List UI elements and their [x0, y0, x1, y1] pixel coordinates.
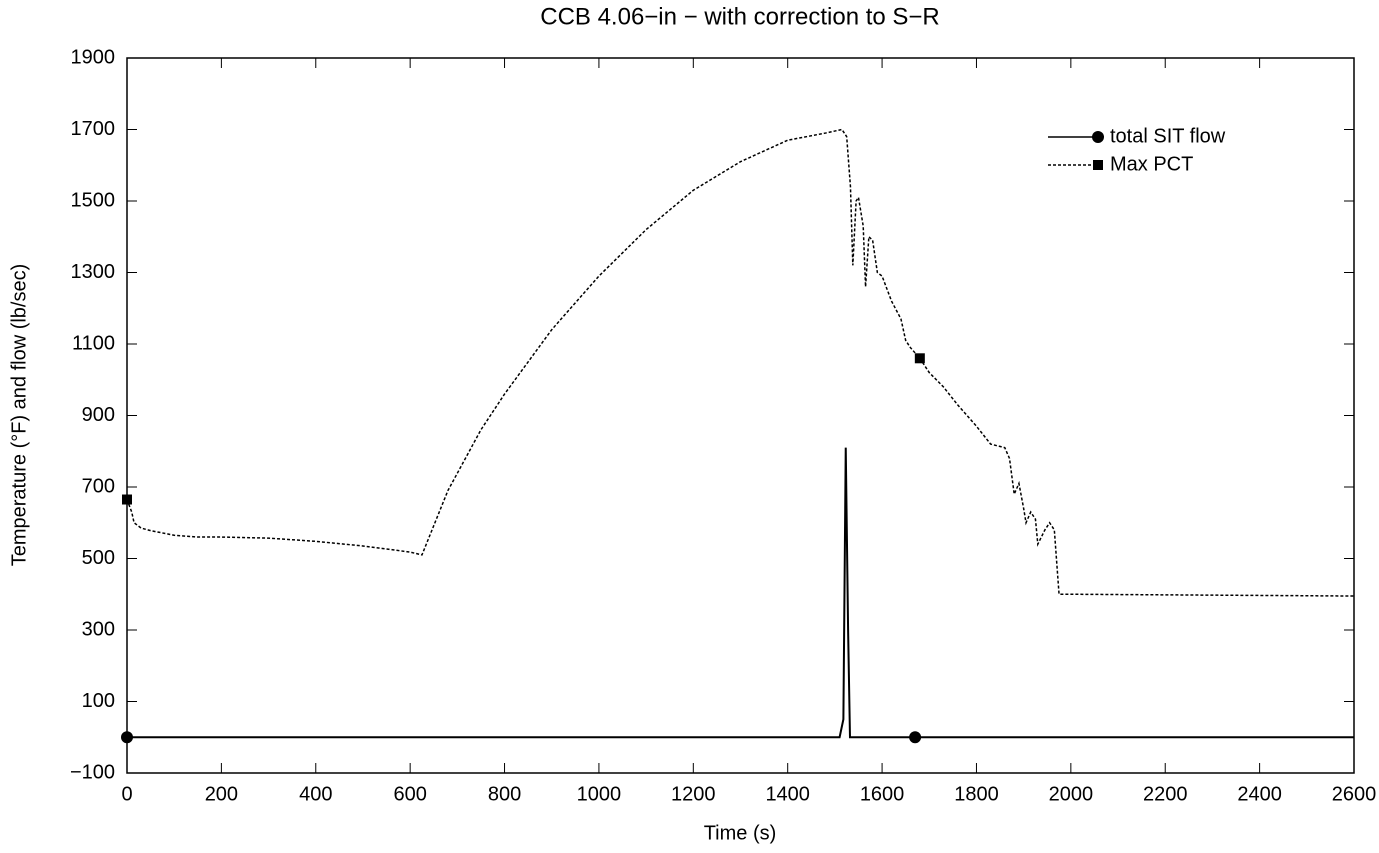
x-tick-label: 0 [121, 783, 132, 805]
x-tick-label: 200 [205, 783, 238, 805]
chart-title: CCB 4.06−in − with correction to S−R [540, 3, 940, 30]
x-tick-label: 2600 [1332, 783, 1377, 805]
x-tick-label: 400 [299, 783, 332, 805]
legend-label: Max PCT [1110, 153, 1193, 175]
x-tick-label: 1000 [577, 783, 622, 805]
x-tick-label: 1200 [671, 783, 716, 805]
y-tick-label: 1500 [71, 189, 116, 211]
x-tick-label: 1600 [860, 783, 905, 805]
y-tick-label: 1900 [71, 46, 116, 68]
x-tick-label: 2200 [1143, 783, 1188, 805]
y-tick-label: 1700 [71, 118, 116, 140]
marker [121, 731, 133, 744]
marker [122, 494, 132, 505]
x-tick-label: 600 [393, 783, 426, 805]
legend-marker [1092, 131, 1104, 143]
y-tick-label: 300 [82, 618, 115, 640]
legend-label: total SIT flow [1110, 125, 1226, 147]
y-tick-label: 1100 [72, 332, 115, 354]
y-tick-label: 700 [82, 475, 115, 497]
legend-marker [1093, 160, 1103, 170]
y-axis-label: Temperature (°F) and flow (lb/sec) [8, 264, 30, 567]
marker [914, 353, 925, 364]
x-axis-label: Time (s) [704, 822, 777, 844]
series-line [127, 447, 1354, 739]
y-tick-label: 1300 [71, 261, 116, 283]
x-tick-label: 2000 [1049, 783, 1094, 805]
y-tick-label: 500 [82, 547, 115, 569]
y-tick-label: 900 [82, 404, 115, 426]
y-tick-label: −100 [70, 761, 115, 783]
x-tick-label: 2400 [1237, 783, 1282, 805]
x-tick-label: 1800 [954, 783, 999, 805]
series-line [126, 128, 1355, 597]
y-tick-label: 100 [82, 690, 115, 712]
marker [909, 731, 922, 744]
x-tick-label: 800 [488, 783, 521, 805]
x-tick-label: 1400 [765, 783, 810, 805]
